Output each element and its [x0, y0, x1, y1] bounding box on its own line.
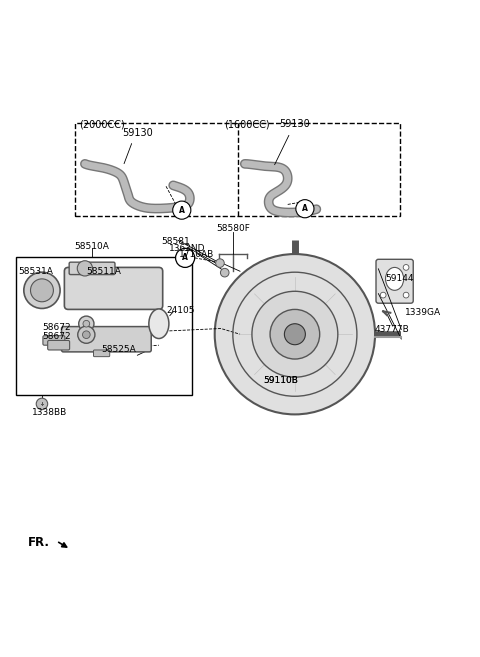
Circle shape: [284, 324, 305, 345]
FancyBboxPatch shape: [64, 267, 163, 309]
Text: A: A: [182, 254, 188, 262]
FancyBboxPatch shape: [61, 327, 151, 352]
Ellipse shape: [385, 267, 404, 290]
Circle shape: [215, 254, 375, 415]
Circle shape: [24, 272, 60, 308]
Text: 43777B: 43777B: [374, 325, 409, 334]
Text: 58672: 58672: [42, 332, 71, 341]
Circle shape: [252, 291, 338, 377]
Circle shape: [36, 398, 48, 409]
FancyBboxPatch shape: [94, 350, 110, 357]
Text: 24105: 24105: [166, 306, 194, 315]
Text: A: A: [302, 204, 308, 214]
Ellipse shape: [149, 309, 169, 338]
Text: 59130: 59130: [122, 127, 153, 137]
FancyBboxPatch shape: [376, 260, 413, 304]
Circle shape: [173, 201, 191, 219]
Circle shape: [403, 265, 409, 270]
Text: 1338BB: 1338BB: [32, 407, 67, 417]
Text: 59130: 59130: [279, 120, 310, 129]
Text: 58531A: 58531A: [18, 267, 53, 276]
Circle shape: [176, 248, 195, 267]
Text: 58510A: 58510A: [74, 242, 109, 251]
Circle shape: [220, 268, 229, 277]
Text: 58511A: 58511A: [86, 267, 121, 276]
Circle shape: [31, 279, 53, 302]
Text: FR.: FR.: [28, 536, 49, 549]
FancyBboxPatch shape: [43, 336, 65, 345]
Circle shape: [403, 292, 409, 298]
Text: 58580F: 58580F: [216, 224, 250, 233]
Circle shape: [216, 259, 224, 267]
Text: 59110B: 59110B: [263, 376, 298, 384]
Text: A: A: [179, 206, 185, 215]
Circle shape: [270, 309, 320, 359]
Text: 1362ND: 1362ND: [169, 244, 206, 253]
Text: 59144: 59144: [385, 274, 414, 283]
Bar: [16, 257, 192, 396]
Text: 58581: 58581: [161, 237, 190, 246]
Circle shape: [78, 326, 95, 344]
Text: 59110B: 59110B: [263, 376, 298, 384]
Text: 58525A: 58525A: [101, 346, 136, 355]
Circle shape: [380, 292, 386, 298]
FancyBboxPatch shape: [48, 340, 70, 350]
Text: (1600CC): (1600CC): [224, 120, 270, 129]
Circle shape: [296, 200, 314, 217]
Circle shape: [77, 261, 93, 276]
Text: 58672: 58672: [42, 323, 71, 332]
Text: 1339GA: 1339GA: [405, 308, 441, 317]
Text: (2000CC): (2000CC): [79, 120, 124, 129]
Text: 1710AB: 1710AB: [180, 250, 215, 259]
Bar: [75, 124, 400, 216]
Circle shape: [83, 331, 90, 338]
Circle shape: [83, 321, 90, 327]
Circle shape: [79, 316, 94, 331]
FancyBboxPatch shape: [69, 262, 115, 275]
